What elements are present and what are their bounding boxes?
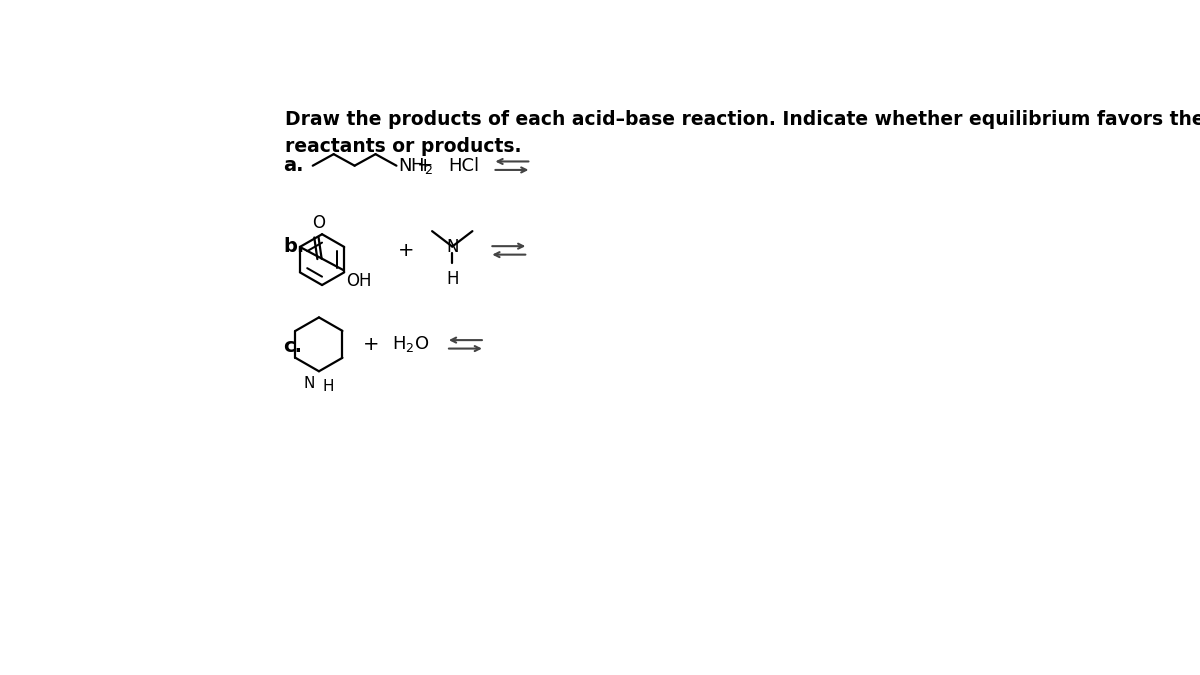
Text: c.: c.	[283, 337, 302, 356]
Text: b.: b.	[283, 237, 305, 256]
Text: +: +	[416, 156, 433, 176]
Text: H: H	[446, 269, 458, 288]
Text: +: +	[397, 241, 414, 260]
Text: H: H	[323, 379, 335, 394]
Text: OH: OH	[346, 272, 371, 290]
Text: NH$_2$: NH$_2$	[398, 156, 433, 176]
Text: N: N	[446, 238, 458, 256]
Text: reactants or products.: reactants or products.	[284, 136, 521, 156]
Text: HCl: HCl	[449, 157, 480, 175]
Text: H$_2$O: H$_2$O	[391, 334, 430, 354]
Text: a.: a.	[283, 156, 304, 176]
Text: Draw the products of each acid–base reaction. Indicate whether equilibrium favor: Draw the products of each acid–base reac…	[284, 109, 1200, 128]
Text: O: O	[312, 213, 325, 232]
Text: N: N	[304, 376, 316, 391]
Text: +: +	[362, 335, 379, 354]
